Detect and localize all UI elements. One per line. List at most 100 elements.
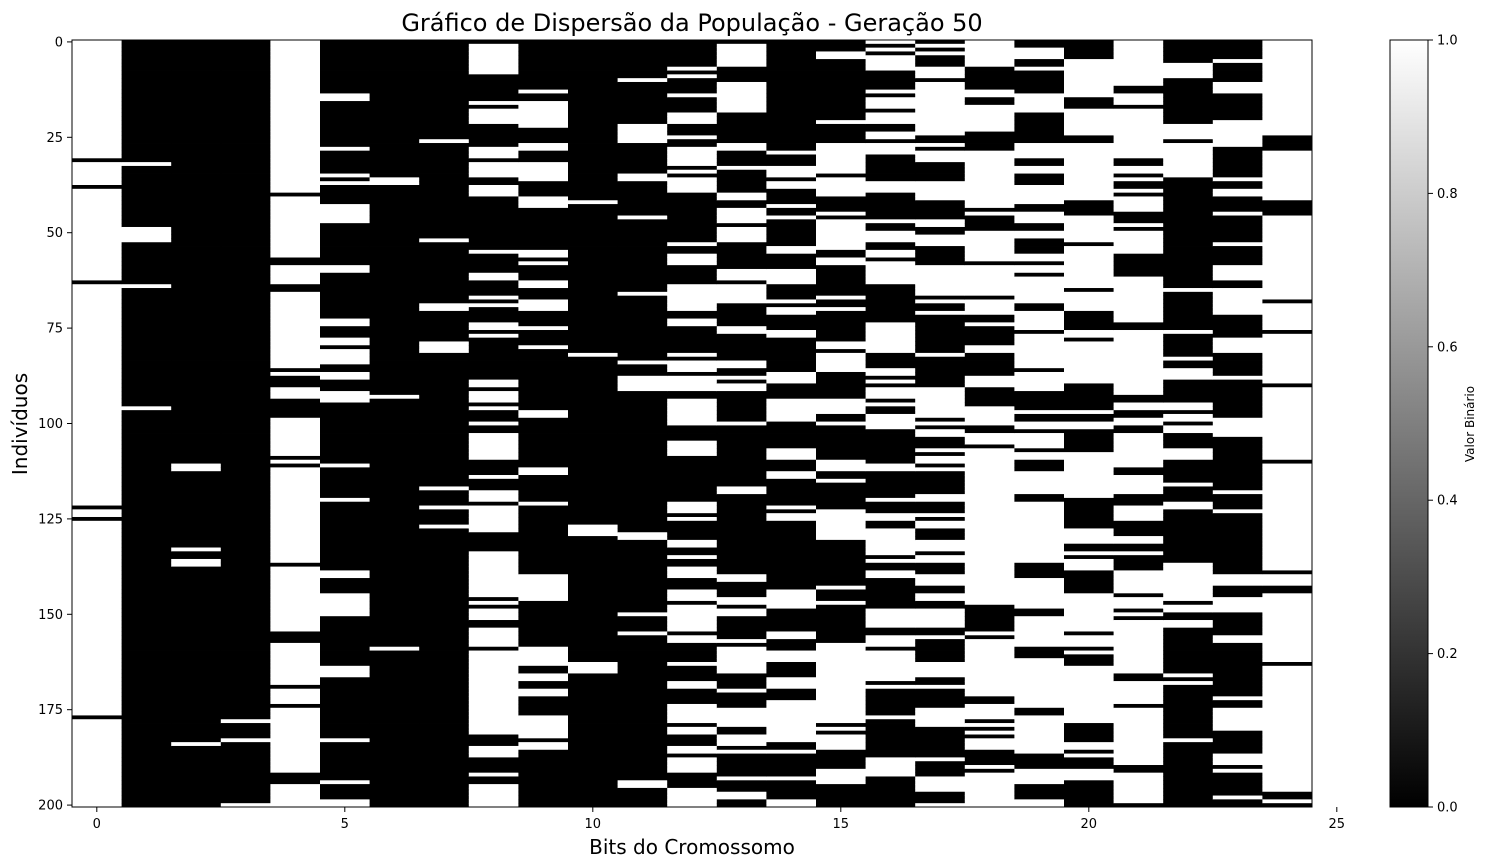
heatmap-cell: [1113, 738, 1164, 743]
heatmap-cell: [1064, 665, 1114, 671]
heatmap-cell: [72, 337, 122, 342]
heatmap-cell: [766, 291, 817, 297]
heatmap-cell: [121, 123, 172, 129]
heatmap-cell: [419, 696, 470, 701]
heatmap-cell: [320, 726, 370, 732]
heatmap-cell: [1113, 360, 1164, 365]
heatmap-cell: [667, 368, 718, 373]
heatmap-cell: [518, 62, 569, 68]
heatmap-cell: [468, 501, 519, 506]
heatmap-cell: [816, 261, 866, 266]
heatmap-cell: [320, 673, 370, 678]
heatmap-cell: [1113, 467, 1164, 472]
heatmap-cell: [121, 207, 172, 213]
heatmap-cell: [568, 291, 618, 297]
heatmap-cell: [419, 532, 470, 537]
heatmap-cell: [667, 715, 718, 720]
heatmap-cell: [915, 555, 966, 560]
heatmap-cell: [369, 120, 420, 125]
heatmap-cell: [419, 620, 470, 625]
heatmap-cell: [1212, 295, 1263, 300]
heatmap-cell: [716, 196, 767, 201]
heatmap-cell: [716, 600, 767, 606]
heatmap-cell: [468, 642, 519, 648]
heatmap-cell: [1212, 711, 1263, 716]
heatmap-cell: [320, 135, 370, 140]
heatmap-cell: [716, 261, 767, 266]
heatmap-cell: [72, 78, 122, 83]
heatmap-cell: [1014, 204, 1065, 209]
heatmap-cell: [1064, 280, 1114, 285]
heatmap-cell: [816, 253, 866, 258]
heatmap-cell: [1113, 562, 1164, 567]
heatmap-cell: [667, 684, 718, 690]
heatmap-cell: [419, 314, 470, 319]
heatmap-cell: [419, 131, 470, 136]
heatmap-cell: [915, 352, 966, 358]
heatmap-cell: [766, 455, 817, 461]
heatmap-cell: [419, 74, 470, 79]
heatmap-cell: [1163, 516, 1214, 522]
heatmap-cell: [915, 684, 966, 690]
heatmap-cell: [468, 581, 519, 587]
heatmap-cell: [617, 406, 668, 411]
heatmap-cell: [468, 188, 519, 194]
heatmap-cell: [468, 700, 519, 705]
heatmap-cell: [617, 291, 668, 297]
heatmap-cell: [369, 406, 420, 411]
heatmap-cell: [915, 738, 966, 743]
heatmap-cell: [369, 253, 420, 258]
heatmap-cell: [865, 803, 916, 808]
heatmap-cell: [1014, 135, 1065, 140]
heatmap-cell: [1014, 59, 1065, 64]
heatmap-cell: [468, 784, 519, 789]
heatmap-cell: [171, 639, 222, 644]
heatmap-cell: [72, 55, 122, 60]
heatmap-cell: [865, 562, 916, 567]
heatmap-cell: [220, 78, 271, 83]
heatmap-cell: [121, 799, 172, 804]
heatmap-cell: [865, 520, 916, 526]
heatmap-cell: [617, 669, 668, 674]
heatmap-cell: [1064, 520, 1114, 526]
heatmap-cell: [667, 318, 718, 323]
heatmap-cell: [419, 539, 470, 545]
heatmap-cell: [1262, 578, 1313, 583]
heatmap-cell: [667, 89, 718, 94]
heatmap-cell: [369, 551, 420, 556]
heatmap-cell: [220, 368, 271, 373]
heatmap-cell: [1113, 207, 1164, 213]
heatmap-cell: [716, 169, 767, 174]
heatmap-cell: [171, 345, 222, 350]
heatmap-cell: [766, 123, 817, 129]
heatmap-cell: [716, 40, 767, 45]
heatmap-cell: [419, 623, 470, 629]
heatmap-cell: [568, 463, 618, 468]
heatmap-cell: [1212, 70, 1263, 75]
heatmap-cell: [171, 406, 222, 411]
heatmap-cell: [121, 757, 172, 762]
heatmap-cell: [964, 413, 1015, 419]
heatmap-cell: [320, 59, 370, 64]
heatmap-cell: [121, 139, 172, 144]
heatmap-cell: [865, 768, 916, 774]
heatmap-cell: [568, 425, 618, 430]
heatmap-cell: [171, 772, 222, 777]
heatmap-cell: [171, 604, 222, 609]
heatmap-cell: [1163, 627, 1214, 632]
heatmap-cell: [270, 677, 321, 682]
heatmap-cell: [220, 143, 271, 148]
heatmap-cell: [568, 688, 618, 693]
heatmap-cell: [369, 547, 420, 552]
heatmap-cell: [1212, 700, 1263, 705]
heatmap-cell: [1014, 478, 1065, 484]
heatmap-cell: [1163, 463, 1214, 468]
heatmap-cell: [121, 463, 172, 468]
heatmap-cell: [419, 173, 470, 178]
heatmap-cell: [518, 131, 569, 136]
heatmap-cell: [865, 501, 916, 506]
heatmap-cell: [1014, 143, 1065, 148]
heatmap-cell: [716, 272, 767, 277]
heatmap-cell: [964, 524, 1015, 529]
heatmap-cell: [1163, 524, 1214, 529]
